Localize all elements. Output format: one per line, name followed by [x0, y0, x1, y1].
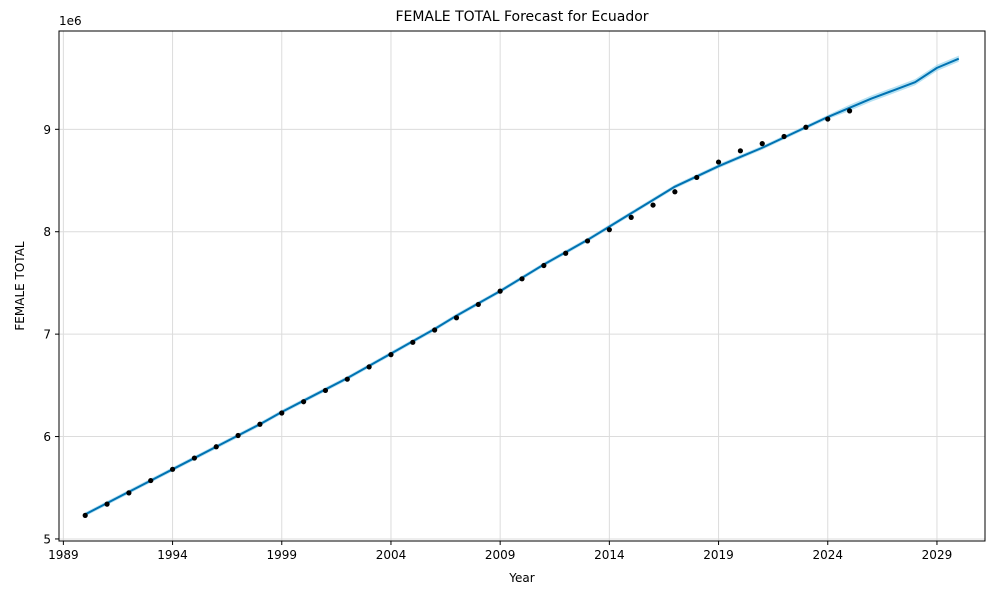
observed-point	[366, 364, 372, 370]
x-tick-label: 1989	[48, 548, 79, 562]
observed-point	[301, 399, 307, 405]
observed-point	[803, 124, 809, 130]
y-tick-label: 7	[43, 328, 51, 342]
observed-point	[497, 288, 503, 294]
y-axis-scale-label: 1e6	[59, 14, 82, 28]
observed-point	[606, 227, 612, 233]
x-axis-title: Year	[508, 571, 534, 585]
plot-frame	[58, 30, 986, 542]
observed-point	[584, 238, 591, 244]
x-tick-label: 2004	[376, 548, 407, 562]
y-tick-label: 8	[43, 225, 51, 239]
x-tick-label: 1999	[266, 548, 297, 562]
observed-point	[279, 410, 285, 416]
y-tick-label: 9	[43, 123, 51, 137]
observed-point	[388, 352, 394, 358]
observed-point	[825, 116, 831, 122]
observed-point	[213, 444, 219, 450]
observed-point	[846, 108, 853, 114]
observed-point	[759, 141, 765, 147]
x-axis-ticks: 1989 1994 1999 2004 2009 2014 2019 2024 2029	[48, 541, 952, 562]
x-tick-label: 2019	[703, 548, 734, 562]
y-axis-ticks: 5 6 7 8 9	[43, 123, 59, 546]
observed-point	[672, 189, 678, 195]
observed-point	[541, 262, 547, 269]
observed-point	[82, 512, 88, 518]
observed-point	[235, 432, 241, 439]
y-tick-label: 5	[43, 532, 51, 546]
observed-point	[650, 202, 656, 208]
x-tick-label: 2014	[594, 548, 625, 562]
x-tick-label: 2024	[812, 548, 843, 562]
observed-point	[628, 214, 634, 220]
observed-point	[519, 276, 525, 282]
observed-points	[82, 108, 853, 518]
observed-point	[563, 250, 569, 256]
x-tick-label: 1994	[157, 548, 188, 562]
observed-point	[453, 315, 460, 321]
observed-point	[694, 174, 700, 181]
observed-point	[781, 133, 787, 140]
observed-point	[475, 301, 481, 308]
observed-point	[410, 339, 416, 345]
x-tick-label: 2029	[922, 548, 953, 562]
observed-point	[322, 387, 329, 394]
observed-point	[257, 421, 263, 427]
x-tick-label: 2009	[485, 548, 516, 562]
observed-point	[737, 148, 743, 154]
y-axis-title: FEMALE TOTAL	[13, 241, 27, 331]
observed-point	[148, 477, 154, 484]
observed-point	[191, 455, 198, 461]
observed-point	[432, 327, 438, 333]
y-tick-label: 6	[43, 430, 51, 444]
observed-point	[715, 159, 722, 165]
observed-point	[126, 490, 132, 496]
chart-title: FEMALE TOTAL Forecast for Ecuador	[395, 9, 648, 25]
observed-point	[104, 501, 110, 507]
observed-point	[344, 376, 350, 382]
observed-point	[169, 466, 176, 472]
